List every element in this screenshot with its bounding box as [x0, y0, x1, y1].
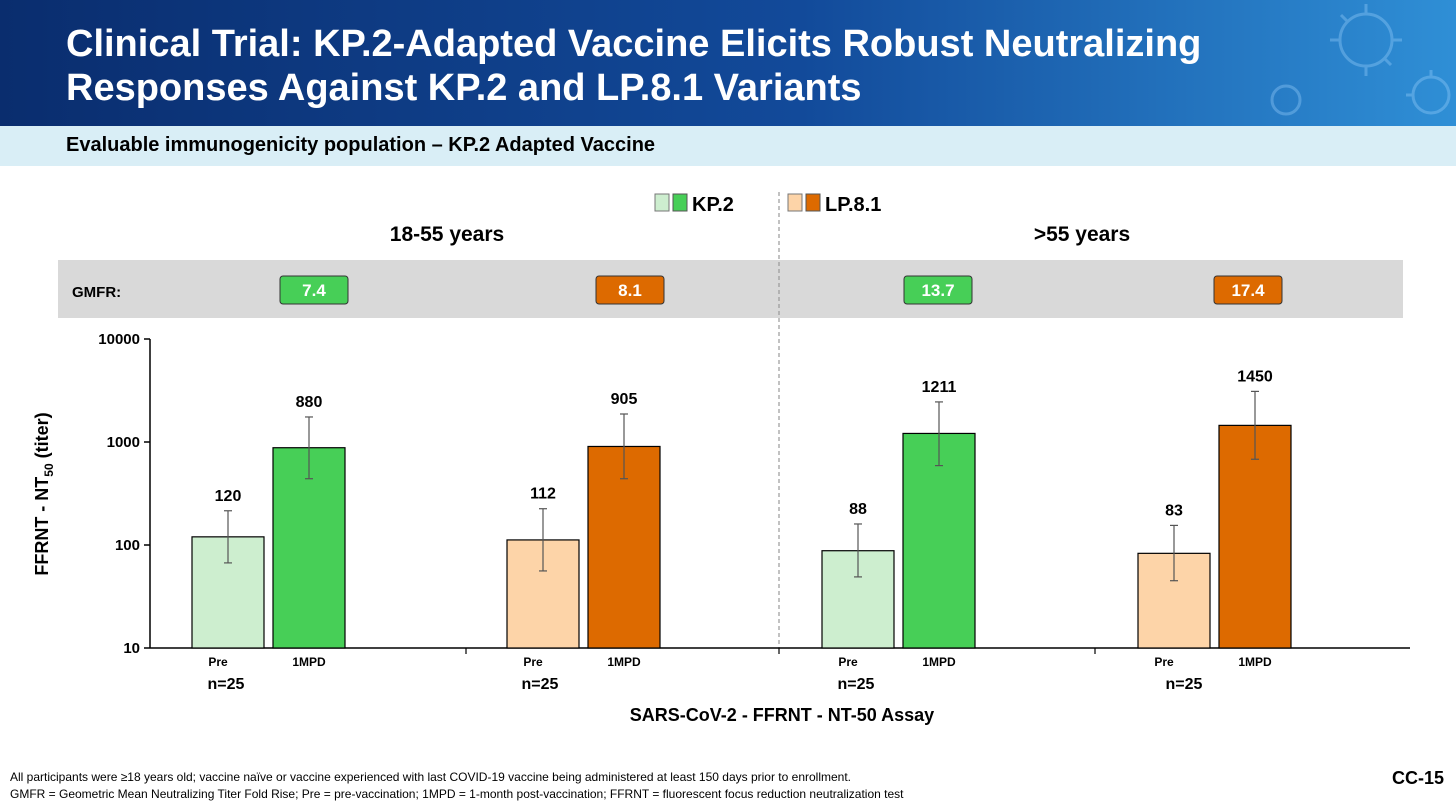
n-label-2: n=25 — [838, 676, 875, 693]
title-line-1: Clinical Trial: KP.2-Adapted Vaccine Eli… — [66, 23, 1202, 65]
bar-category-3-post: 1MPD — [1238, 655, 1272, 669]
titer-chart: GMFR: KP.2 LP.8.1 18-55 years >55 years 10 100… — [32, 192, 1410, 725]
y-tick-label-0: 10 — [123, 640, 140, 657]
legend-pre-swatch-1 — [787, 193, 803, 212]
bar-category-1-post: 1MPD — [607, 655, 641, 669]
subtitle-band: Evaluable immunogenicity population – KP… — [0, 126, 1456, 166]
legend-post-swatch-0 — [672, 193, 688, 212]
bar-category-3-pre: Pre — [1154, 655, 1174, 669]
y-axis-title: FFRNT - NT50 (titer) — [32, 412, 56, 575]
bar-category-2-pre: Pre — [838, 655, 858, 669]
gmfr-value-0: 7.4 — [302, 281, 326, 300]
legend-label-1: LP.8.1 — [825, 194, 881, 216]
x-axis-title: SARS-CoV-2 - FFRNT - NT-50 Assay — [630, 705, 934, 725]
gmfr-badge-1 — [595, 275, 665, 305]
gmfr-band — [58, 260, 1403, 318]
y-tick-label-2: 1000 — [107, 434, 140, 451]
subtitle: Evaluable immunogenicity population – KP… — [66, 134, 656, 156]
gmfr-value-2: 13.7 — [921, 281, 954, 300]
title-line-2: Responses Against KP.2 and LP.8.1 Varian… — [66, 67, 862, 109]
y-tick-label-1: 100 — [115, 537, 140, 554]
value-label-0-post: 880 — [296, 394, 323, 411]
bar-category-0-pre: Pre — [208, 655, 228, 669]
page-title: Clinical Trial: KP.2-Adapted Vaccine Eli… — [66, 22, 1366, 110]
age-group-title-1: >55 years — [1034, 223, 1130, 246]
footnote-abbreviations: GMFR = Geometric Mean Neutralizing Titer… — [10, 787, 904, 801]
value-label-0-pre: 120 — [215, 488, 242, 505]
n-label-3: n=25 — [1166, 676, 1203, 693]
legend-label-0: KP.2 — [692, 194, 734, 216]
footnote-eligibility: All participants were ≥18 years old; vac… — [10, 770, 852, 784]
value-label-2-pre: 88 — [849, 501, 867, 518]
bar-3-post — [1218, 424, 1292, 649]
age-group-title-0: 18-55 years — [390, 223, 504, 246]
gmfr-badge-0 — [279, 275, 349, 305]
value-label-1-post: 905 — [611, 391, 638, 408]
gmfr-label: GMFR: — [72, 284, 121, 301]
gmfr-badge-3 — [1213, 275, 1283, 305]
bar-category-0-post: 1MPD — [292, 655, 326, 669]
legend-post-swatch-1 — [805, 193, 821, 212]
value-label-3-pre: 83 — [1165, 502, 1183, 519]
value-label-2-post: 1211 — [922, 379, 957, 396]
bar-0-post — [272, 447, 346, 649]
slide-id: CC-15 — [1391, 768, 1444, 788]
bar-category-2-post: 1MPD — [922, 655, 956, 669]
gmfr-value-3: 17.4 — [1231, 281, 1265, 300]
y-tick-label-3: 10000 — [98, 331, 140, 348]
virus-decoration-icon — [1270, 4, 1451, 116]
n-label-1: n=25 — [522, 676, 559, 693]
legend-pre-swatch-0 — [654, 193, 670, 212]
n-label-0: n=25 — [208, 676, 245, 693]
title-banner: Clinical Trial: KP.2-Adapted Vaccine Eli… — [0, 0, 1456, 126]
value-label-3-post: 1450 — [1237, 368, 1273, 385]
bar-category-1-pre: Pre — [523, 655, 543, 669]
value-label-1-pre: 112 — [530, 486, 556, 503]
gmfr-badge-2 — [903, 275, 973, 305]
gmfr-value-1: 8.1 — [618, 281, 642, 300]
